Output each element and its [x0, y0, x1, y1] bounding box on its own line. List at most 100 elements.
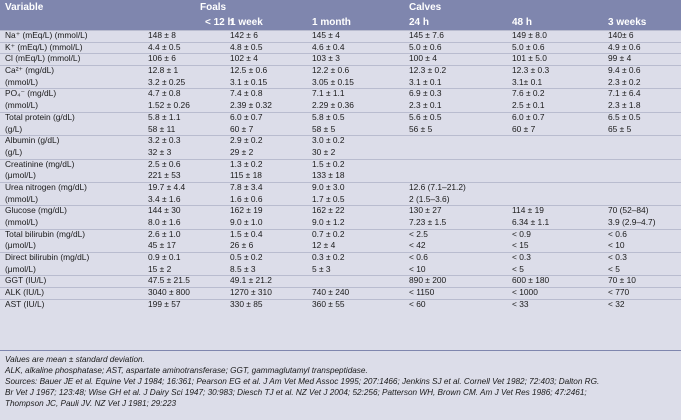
table-row: Albumin (g/dL) 3.2 ± 0.3 2.9 ± 0.2 3.0 ± 0.… [0, 135, 681, 147]
table-body: Na⁺ (mEq/L) (mmol/L) 148 ± 8 142 ± 6 145 ± … [0, 30, 681, 311]
value-cell: 0.7 ± 0.2 [312, 228, 345, 239]
header-variable: Variable [5, 2, 44, 13]
table-row: (mmol/L) 8.0 ± 1.6 9.0 ± 1.0 9.0 ± 1.2 7.23 … [0, 217, 681, 229]
value-cell: 221 ± 53 [148, 170, 181, 181]
value-cell: 5.0 ± 0.6 [409, 41, 442, 52]
value-cell: 45 ± 17 [148, 240, 176, 251]
value-cell: 2.5 ± 0.1 [512, 100, 545, 111]
variable-cell: (mmol/L) [5, 217, 39, 227]
header-foals: Foals [200, 2, 227, 13]
value-cell: 1270 ± 310 [230, 287, 272, 298]
variable-cell: GGT (IU/L) [5, 275, 47, 286]
value-cell: < 10 [608, 240, 625, 251]
value-cell: < 10 [409, 263, 426, 274]
value-cell: < 2.5 [409, 228, 428, 239]
value-cell: 5.8 ± 0.5 [312, 111, 345, 122]
value-cell: 15 ± 2 [148, 263, 172, 274]
value-cell: 0.5 ± 0.2 [230, 252, 263, 263]
value-cell: 148 ± 8 [148, 30, 176, 40]
variable-cell: (μmol/L) [5, 240, 36, 251]
value-cell: 1.3 ± 0.2 [230, 158, 263, 169]
value-cell: 12.3 ± 0.2 [409, 65, 447, 76]
table-row: Total protein (g/dL) 5.8 ± 1.1 6.0 ± 0.7 5.… [0, 111, 681, 124]
value-cell: 5.8 ± 1.1 [148, 111, 181, 122]
header-col-calves-3weeks: 3 weeks [608, 17, 647, 28]
table-row: Total bilirubin (mg/dL) 2.6 ± 1.0 1.5 ± 0.… [0, 228, 681, 241]
value-cell: 3.1 ± 0.15 [230, 76, 268, 87]
value-cell: 3.1 ± 0.1 [409, 76, 442, 87]
table-row: (mmol/L) 3.4 ± 1.6 1.6 ± 0.6 1.7 ± 0.5 2 (1.… [0, 194, 681, 206]
value-cell: 65 ± 5 [608, 123, 632, 134]
value-cell: 47.5 ± 21.5 [148, 275, 190, 286]
variable-cell: AST (IU/L) [5, 298, 45, 309]
header-col-foals-12h: < 12 h [205, 17, 234, 28]
value-cell: 4.7 ± 0.8 [148, 88, 181, 99]
value-cell: 12.6 (7.1–21.2) [409, 181, 466, 192]
table-row: (μmol/L) 45 ± 17 26 ± 6 12 ± 4 < 42 < 15 < 10 [0, 240, 681, 252]
value-cell: < 5 [512, 263, 524, 274]
value-cell: 4.9 ± 0.6 [608, 41, 641, 52]
table-row: (μmol/L) 221 ± 53 115 ± 18 133 ± 18 [0, 170, 681, 182]
value-cell: < 0.3 [608, 252, 627, 263]
value-cell: 1.5 ± 0.2 [312, 158, 345, 169]
value-cell: 12 ± 4 [312, 240, 336, 251]
value-cell: 3.0 ± 0.2 [312, 135, 345, 146]
value-cell: 5.6 ± 0.5 [409, 111, 442, 122]
value-cell: 9.0 ± 1.2 [312, 217, 345, 227]
value-cell: 60 ± 7 [512, 123, 536, 134]
value-cell: < 42 [409, 240, 426, 251]
variable-cell: (mmol/L) [5, 76, 39, 87]
variable-cell: Ca²⁺ (mg/dL) [5, 65, 55, 76]
value-cell: < 5 [608, 263, 620, 274]
value-cell: 3.9 (2.9–4.7) [608, 217, 656, 227]
table-row: (g/L) 32 ± 3 29 ± 2 30 ± 2 [0, 147, 681, 159]
value-cell: 330 ± 85 [230, 298, 263, 309]
value-cell: < 0.6 [608, 228, 627, 239]
variable-cell: Cl (mEq/L) (mmol/L) [5, 53, 81, 64]
value-cell: 1.6 ± 0.6 [230, 193, 263, 204]
value-cell: 199 ± 57 [148, 298, 181, 309]
value-cell: 58 ± 11 [148, 123, 176, 134]
value-cell: 7.8 ± 3.4 [230, 181, 263, 192]
footnote-abbreviations: ALK, alkaline phosphatase; AST, aspartat… [5, 366, 368, 375]
footnote-sources-2: Br Vet J 1967; 123:48; Wise GH et al. J … [5, 388, 587, 397]
table-row: PO₄⁻ (mg/dL) 4.7 ± 0.8 7.4 ± 0.8 7.1 ± 1.1 6… [0, 88, 681, 100]
value-cell: 6.5 ± 0.5 [608, 111, 641, 122]
variable-cell: Total bilirubin (mg/dL) [5, 228, 86, 239]
value-cell: 162 ± 22 [312, 205, 345, 216]
header-col-foals-1month: 1 month [312, 17, 351, 28]
table-row: (g/L) 58 ± 11 60 ± 7 58 ± 5 56 ± 5 60 ± 7 65 ±… [0, 124, 681, 136]
value-cell: 2.29 ± 0.36 [312, 100, 354, 111]
value-cell: 30 ± 2 [312, 146, 336, 157]
value-cell: 0.9 ± 0.1 [148, 252, 181, 263]
value-cell: 2.6 ± 1.0 [148, 228, 181, 239]
table-header: Variable Foals Calves < 12 h 1 week 1 mo… [0, 0, 681, 30]
footnote-values: Values are mean ± standard deviation. [5, 355, 145, 364]
value-cell: 144 ± 30 [148, 205, 181, 216]
value-cell: 740 ± 240 [312, 287, 350, 298]
table-row: GGT (IU/L) 47.5 ± 21.5 49.1 ± 21.2 890 ± 20… [0, 275, 681, 287]
variable-cell: (g/L) [5, 123, 23, 134]
variable-cell: (g/L) [5, 146, 23, 157]
value-cell: 6.0 ± 0.7 [512, 111, 545, 122]
variable-cell: (μmol/L) [5, 263, 36, 274]
value-cell: < 60 [409, 298, 426, 309]
variable-cell: Creatinine (mg/dL) [5, 158, 75, 169]
header-col-foals-1week: 1 week [230, 17, 263, 28]
variable-cell: K⁺ (mEq/L) (mmol/L) [5, 41, 83, 52]
footnote-sources-1: Sources: Bauer JE et al. Equine Vet J 19… [5, 377, 600, 386]
value-cell: 2 (1.5–3.6) [409, 193, 450, 204]
value-cell: 1.5 ± 0.4 [230, 228, 263, 239]
value-cell: 12.2 ± 0.6 [312, 65, 350, 76]
value-cell: < 1000 [512, 287, 538, 298]
value-cell: 56 ± 5 [409, 123, 433, 134]
variable-cell: (mmol/L) [5, 100, 39, 111]
value-cell: 133 ± 18 [312, 170, 345, 181]
value-cell: 26 ± 6 [230, 240, 254, 251]
value-cell: 103 ± 3 [312, 53, 340, 64]
value-cell: < 0.6 [409, 252, 428, 263]
table-row: K⁺ (mEq/L) (mmol/L) 4.4 ± 0.5 4.8 ± 0.5 4.6… [0, 41, 681, 54]
value-cell: < 33 [512, 298, 529, 309]
value-cell: 4.6 ± 0.4 [312, 41, 345, 52]
value-cell: 4.8 ± 0.5 [230, 41, 263, 52]
